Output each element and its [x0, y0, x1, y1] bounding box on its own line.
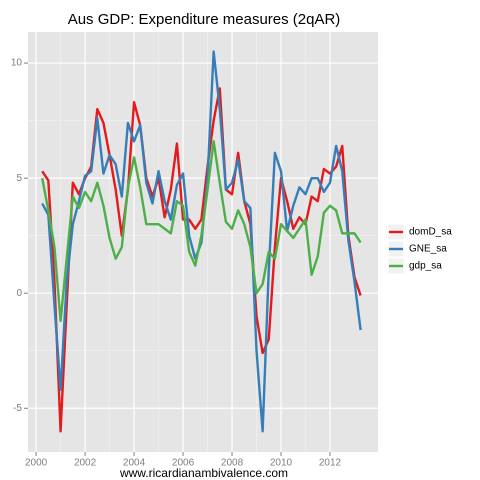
y-tick-label: 0 [16, 288, 22, 299]
legend-label: gdp_sa [409, 261, 442, 272]
x-tick-label: 2010 [270, 458, 293, 469]
y-tick-label: 5 [16, 173, 22, 184]
y-tick-label: 10 [11, 58, 23, 69]
x-tick-label: 2006 [172, 458, 195, 469]
panel [28, 32, 378, 452]
y-tick-label: -5 [13, 403, 22, 414]
series-line [41, 50, 362, 433]
series-line [41, 140, 362, 323]
legend-label: domD_sa [409, 227, 452, 238]
x-tick-label: 2000 [25, 458, 48, 469]
x-tick-label: 2012 [319, 458, 342, 469]
chart-title: Aus GDP: Expenditure measures (2qAR) [68, 11, 341, 28]
x-axis-label: www.ricardianambivalence.com [119, 466, 288, 480]
legend-label: GNE_sa [409, 244, 447, 255]
x-tick-label: 2002 [74, 458, 97, 469]
x-tick-label: 2004 [123, 458, 146, 469]
x-tick-label: 2008 [221, 458, 244, 469]
